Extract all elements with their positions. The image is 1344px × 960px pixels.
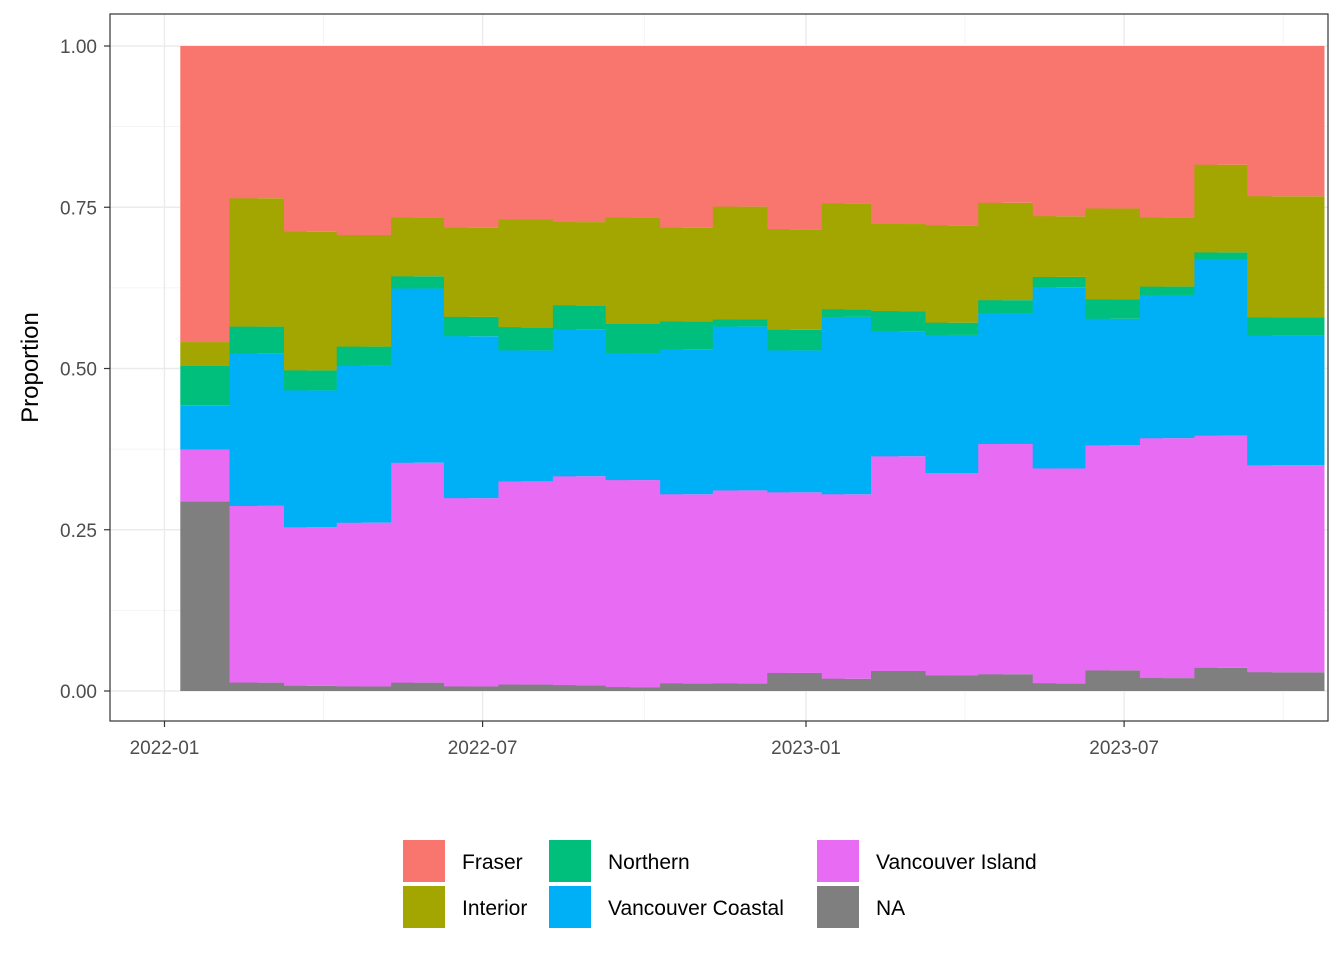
legend-label: Fraser <box>462 851 523 874</box>
bar-segment-na <box>336 686 415 691</box>
y-tick-label: 0.75 <box>60 198 97 219</box>
y-tick-label: 1.00 <box>60 37 97 58</box>
x-tick-label: 2022-01 <box>130 738 200 759</box>
bar-segment-vancouver-coastal <box>1247 335 1325 466</box>
legend-swatch-fraser <box>403 840 445 882</box>
bar-segment-na <box>1247 672 1325 691</box>
bar-segment-na <box>712 683 791 691</box>
bar-segment-na <box>605 687 683 691</box>
y-axis-title: Proportion <box>17 312 44 423</box>
bar-segment-fraser <box>1247 46 1325 197</box>
legend: Fraser Interior Northern Vancouver Coastal V… <box>403 840 1037 928</box>
x-tick-label: 2023-07 <box>1089 738 1159 759</box>
legend-swatch-na <box>817 886 859 928</box>
plot-panel-border <box>109 13 1329 722</box>
bar-segment-na <box>443 686 522 691</box>
legend-label: Northern <box>608 851 690 874</box>
legend-label: Interior <box>462 897 527 920</box>
bar-segment-na <box>498 684 576 691</box>
y-tick-label: 0.50 <box>60 360 97 381</box>
legend-swatch-northern <box>549 840 591 882</box>
legend-swatch-vancouver-island <box>817 840 859 882</box>
bar-segment-na <box>552 685 631 691</box>
bars <box>180 46 1325 691</box>
bar-segment-na <box>229 682 307 691</box>
bar-segment-na <box>284 685 362 691</box>
legend-label: NA <box>876 897 905 920</box>
legend-label: Vancouver Coastal <box>608 897 784 920</box>
x-tick-label: 2023-01 <box>771 738 841 759</box>
bar-segment-na <box>660 683 738 691</box>
legend-swatch-interior <box>403 886 445 928</box>
bar-segment-northern <box>1247 317 1325 336</box>
legend-label: Vancouver Island <box>876 851 1037 874</box>
bar-segment-northern <box>712 319 791 327</box>
bar-segment-northern <box>1032 276 1111 288</box>
axes: 0.00 0.25 0.50 0.75 1.00 2022-01 2022-07 2023-0… <box>60 37 1159 759</box>
bar-segment-northern <box>821 309 900 317</box>
bar-segment-northern <box>1194 252 1272 260</box>
y-tick-label: 0.00 <box>60 682 97 703</box>
bar-segment-na <box>1032 683 1111 691</box>
bar-segment-na <box>391 682 469 691</box>
x-tick-label: 2022-07 <box>448 738 518 759</box>
legend-swatch-vancouver-coastal <box>549 886 591 928</box>
y-tick-label: 0.25 <box>60 521 97 542</box>
bar-segment-northern <box>1139 286 1218 295</box>
bar-segment-interior <box>1247 196 1325 318</box>
bar-segment-vancouver-island <box>1247 465 1325 673</box>
